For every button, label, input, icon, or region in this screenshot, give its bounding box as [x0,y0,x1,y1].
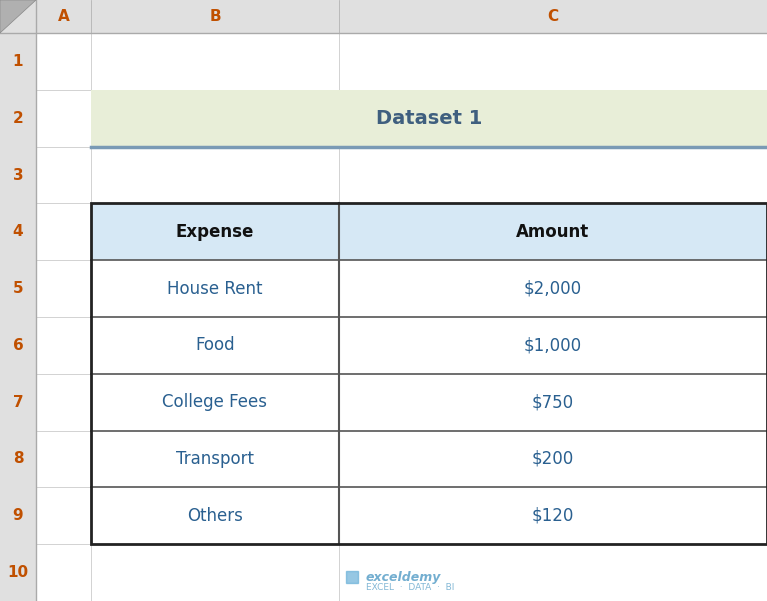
Text: exceldemy: exceldemy [366,572,441,585]
Bar [0,33,36,601]
Text: B: B [209,9,221,24]
Text: Transport: Transport [176,450,254,468]
Text: 2: 2 [12,111,23,126]
Text: House Rent: House Rent [167,279,263,297]
Text: 4: 4 [13,224,23,239]
Text: Dataset 1: Dataset 1 [376,109,482,127]
Text: $1,000: $1,000 [524,337,582,355]
Text: 1: 1 [13,54,23,69]
Bar [0,0,767,33]
Text: Amount: Amount [516,223,590,241]
Text: Food: Food [195,337,235,355]
Text: Others: Others [187,507,243,525]
Text: 8: 8 [13,451,23,466]
Text: 7: 7 [13,395,23,410]
Text: A: A [58,9,69,24]
Text: $120: $120 [532,507,574,525]
Bar [91,203,767,260]
Text: 10: 10 [8,565,28,580]
Text: EXCEL  ·  DATA  ·  BI: EXCEL · DATA · BI [366,584,454,593]
Text: 3: 3 [13,168,23,183]
Text: Expense: Expense [176,223,254,241]
Text: 9: 9 [13,508,23,523]
Text: $200: $200 [532,450,574,468]
Text: College Fees: College Fees [163,393,268,411]
Polygon shape [0,0,36,33]
Bar [91,90,767,147]
Bar [91,203,767,544]
Text: C: C [548,9,558,24]
Text: 6: 6 [12,338,23,353]
Text: $2,000: $2,000 [524,279,582,297]
Text: 5: 5 [13,281,23,296]
Bar [91,260,767,544]
Text: $750: $750 [532,393,574,411]
